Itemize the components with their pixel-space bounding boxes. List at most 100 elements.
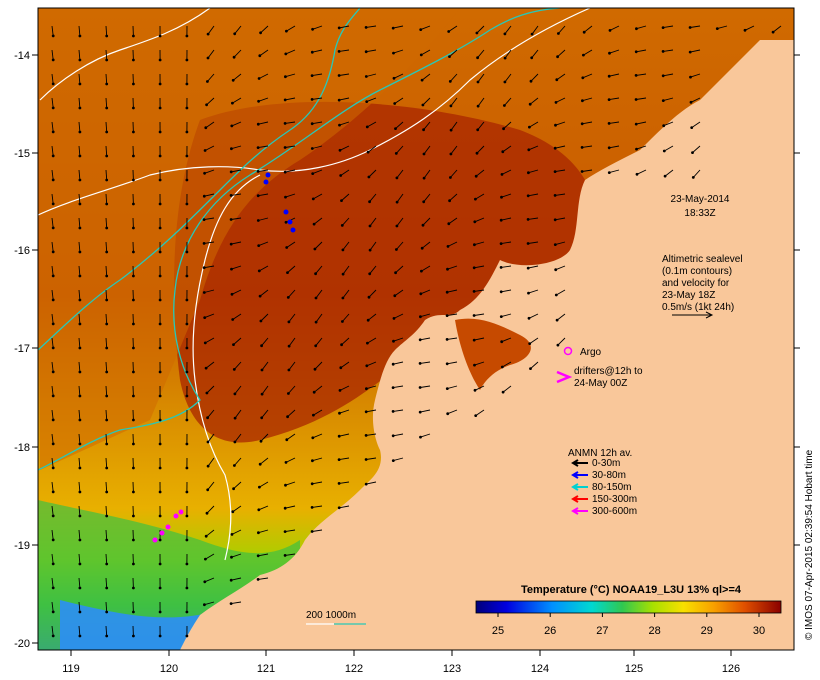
velocity-arrowhead [132, 226, 135, 230]
velocity-arrowhead [580, 146, 584, 149]
velocity-arrowhead [527, 316, 531, 320]
velocity-arrowhead [553, 170, 557, 174]
velocity-arrow [474, 217, 485, 223]
velocity-arrow [582, 145, 593, 148]
velocity-arrowhead [185, 58, 189, 62]
colorbar-tick-label: 25 [492, 625, 504, 637]
velocity-arrow [477, 121, 485, 131]
velocity-arrow [393, 457, 404, 462]
anmn-arrowhead-icon [571, 459, 579, 467]
velocity-arrow [420, 25, 431, 31]
velocity-arrow [105, 361, 108, 373]
velocity-arrowhead [556, 343, 560, 347]
velocity-arrowhead [419, 435, 422, 439]
velocity-arrowhead [158, 370, 162, 374]
velocity-arrowhead [475, 31, 479, 35]
anmn-legend-item: 300-600m [571, 506, 637, 517]
velocity-arrowhead [314, 344, 318, 348]
lon-tick-label: 124 [531, 663, 549, 675]
velocity-arrowhead [158, 154, 162, 158]
velocity-arrowhead [367, 175, 371, 179]
velocity-arrow [395, 265, 404, 274]
velocity-arrowhead [310, 482, 314, 486]
velocity-arrowhead [78, 106, 82, 110]
drifters-label: drifters@12h to [574, 366, 643, 377]
velocity-arrow [744, 25, 755, 31]
velocity-arrowhead [206, 464, 210, 468]
velocity-arrow [261, 385, 269, 395]
velocity-arrowhead [78, 514, 82, 518]
velocity-arrow [342, 265, 350, 275]
velocity-arrow [366, 25, 377, 28]
velocity-arrowhead [391, 410, 395, 413]
velocity-arrows [51, 25, 782, 638]
velocity-arrowhead [395, 200, 399, 204]
velocity-arrow [51, 265, 54, 276]
velocity-arrow [105, 337, 108, 349]
velocity-arrow [207, 457, 215, 467]
velocity-arrowhead [422, 152, 426, 156]
velocity-arrowhead [392, 339, 395, 343]
warm-water-band [40, 8, 460, 470]
velocity-arrowhead [420, 269, 423, 273]
velocity-arrowhead [446, 412, 450, 416]
velocity-arrowhead [418, 410, 422, 414]
velocity-arrowhead [232, 368, 236, 371]
velocity-arrow [205, 529, 215, 537]
velocity-arrow [78, 73, 81, 85]
velocity-arrow [78, 265, 81, 277]
velocity-arrow [204, 217, 215, 221]
velocity-arrow [420, 313, 431, 318]
velocity-arrowhead [365, 387, 368, 391]
velocity-arrow [501, 313, 512, 318]
velocity-arrowhead [337, 506, 341, 510]
velocity-arrow [105, 577, 108, 589]
velocity-arrowhead [132, 130, 135, 134]
isobath-scale: 200 1000m [306, 610, 366, 625]
velocity-arrowhead [476, 128, 480, 132]
velocity-arrowhead [340, 199, 343, 203]
velocity-arrowhead [337, 50, 341, 53]
velocity-arrowhead [528, 125, 531, 129]
velocity-arrowhead [338, 389, 342, 392]
velocity-arrowhead [284, 52, 288, 56]
velocity-arrowhead [286, 415, 289, 419]
velocity-arrow [663, 49, 674, 52]
velocity-arrow [556, 313, 566, 321]
velocity-arrowhead [257, 99, 260, 103]
velocity-arrowhead [51, 322, 55, 326]
velocity-arrow [78, 361, 81, 373]
velocity-arrow [204, 241, 215, 244]
velocity-arrowhead [158, 202, 162, 206]
velocity-arrowhead [503, 56, 507, 60]
velocity-arrow [51, 481, 54, 492]
velocity-arrowhead [132, 514, 135, 518]
velocity-arrowhead [582, 53, 585, 57]
velocity-arrowhead [529, 367, 532, 370]
velocity-arrowhead [51, 442, 55, 446]
velocity-arrow [315, 337, 323, 347]
velocity-arrowhead [132, 586, 135, 590]
velocity-arrowhead [105, 34, 109, 38]
velocity-arrowhead [635, 147, 638, 151]
velocity-arrowhead [311, 27, 314, 31]
velocity-arrowhead [557, 32, 560, 35]
velocity-arrow [368, 289, 377, 298]
lat-tick-label: -18 [14, 442, 30, 454]
velocity-arrowhead [185, 538, 189, 542]
velocity-arrow [369, 241, 377, 251]
velocity-arrowhead [132, 106, 135, 110]
velocity-arrow [340, 361, 350, 369]
velocity-arrow [690, 25, 701, 28]
velocity-arrowhead [105, 202, 109, 206]
velocity-arrowhead [314, 296, 318, 300]
velocity-arrow [260, 433, 269, 442]
velocity-arrow [312, 49, 323, 53]
velocity-arrowhead [202, 242, 206, 245]
velocity-arrowhead [185, 250, 189, 254]
velocity-arrow [395, 121, 404, 129]
velocity-arrow [368, 169, 377, 178]
velocity-arrowhead [185, 490, 189, 494]
velocity-arrow [421, 73, 431, 81]
velocity-arrow [285, 529, 296, 533]
